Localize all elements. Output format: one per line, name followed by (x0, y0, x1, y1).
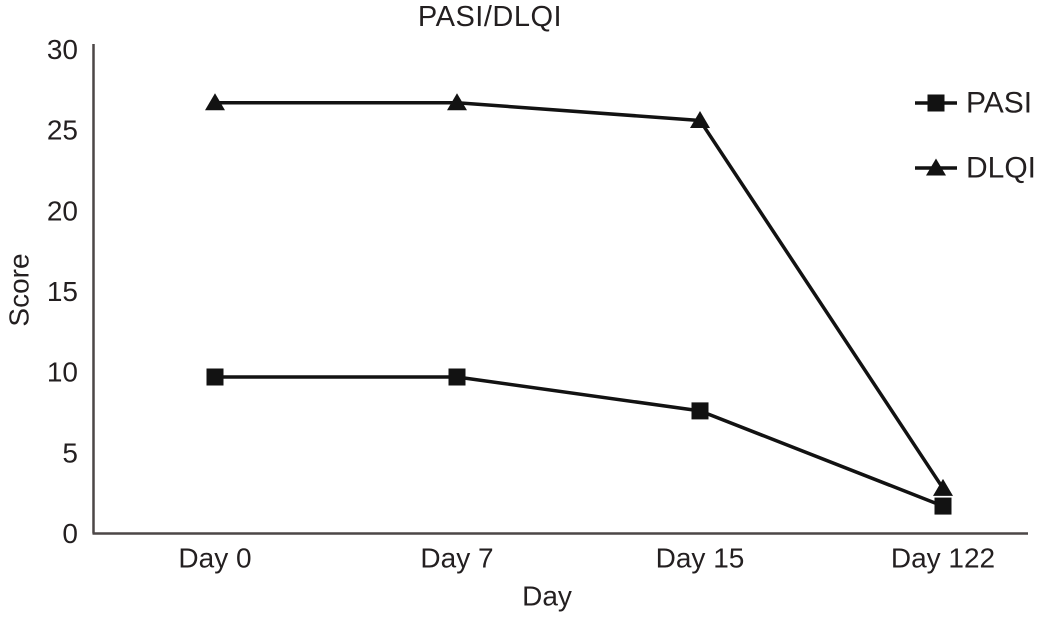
triangle-marker-icon (205, 93, 225, 111)
legend-label: DLQI (966, 152, 1036, 185)
chart-title: PASI/DLQI (417, 1, 563, 33)
series-line-dlqi (215, 100, 945, 490)
legend-item-pasi: PASI (915, 87, 1032, 120)
x-tick-label: Day 0 (178, 543, 251, 574)
y-tick-label: 15 (47, 276, 78, 307)
y-tick-label: 20 (47, 195, 78, 226)
triangle-marker-icon (926, 158, 946, 176)
x-axis-title: Day (522, 581, 572, 612)
legend-label: PASI (966, 87, 1032, 120)
triangle-marker-icon (447, 93, 467, 111)
triangle-marker-icon (933, 478, 953, 496)
square-marker-icon (448, 368, 466, 386)
y-axis-title: Score (4, 253, 35, 326)
legend-item-dlqi: DLQI (915, 152, 1036, 185)
square-marker-icon (206, 368, 224, 386)
series-pasi (206, 368, 952, 515)
y-tick-label: 5 (62, 437, 78, 468)
y-tick-label: 0 (62, 518, 78, 549)
x-tick-label: Day 7 (420, 543, 493, 574)
series-line-pasi (215, 375, 944, 508)
square-marker-icon (934, 497, 952, 515)
y-tick-label: 25 (47, 115, 78, 146)
y-tick-label: 10 (47, 357, 78, 388)
y-tick-label: 30 (47, 34, 78, 65)
square-marker-icon (691, 402, 709, 420)
triangle-marker-icon (690, 110, 710, 128)
square-marker-icon (927, 94, 945, 112)
x-tick-label: Day 15 (656, 543, 745, 574)
series-dlqi (205, 93, 953, 496)
x-tick-label: Day 122 (891, 543, 995, 574)
legend: PASI DLQI (915, 87, 1036, 185)
